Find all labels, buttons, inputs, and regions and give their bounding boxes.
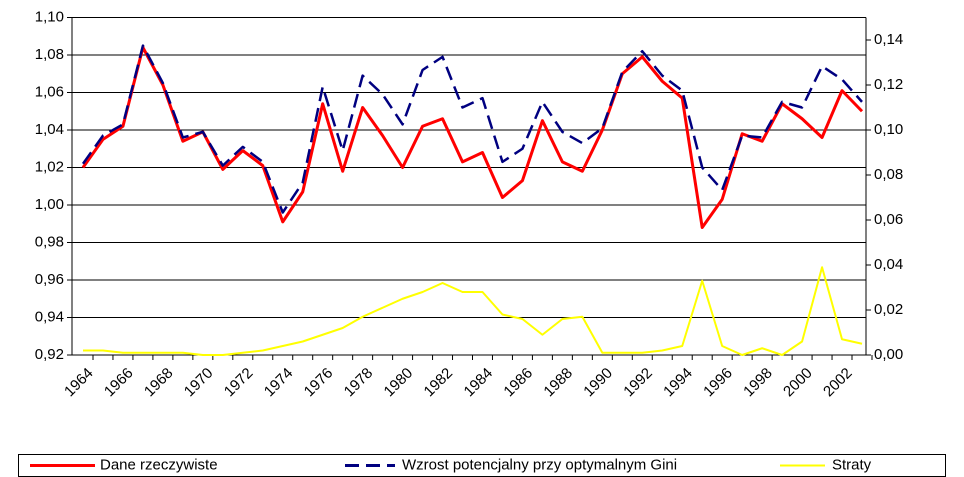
y-tick-label: 1,00 [35,196,64,213]
x-tick-label: 1976 [301,365,337,401]
y-tick-label: 1,02 [35,158,64,175]
x-tick-label: 1998 [740,365,776,401]
legend-label: Dane rzeczywiste [100,456,218,473]
y-tick-label: 1,04 [35,121,64,138]
y-tick-label: 0,92 [35,346,64,363]
x-tick-label: 1990 [580,365,616,401]
x-tick-label: 1964 [61,365,97,401]
y-tick-label: 0,98 [35,233,64,250]
x-tick-label: 1982 [421,365,457,401]
x-tick-label: 1974 [261,365,297,401]
legend-label: Straty [832,456,872,473]
series-line [83,266,863,356]
series-line [81,46,864,229]
y2-tick-label: 0,06 [874,211,903,228]
x-tick-label: 1984 [461,365,497,401]
x-tick-label: 2002 [820,365,856,401]
legend-label: Wzrost potencjalny przy optymalnym Gini [402,456,677,473]
x-tick-label: 1988 [540,365,576,401]
y2-tick-label: 0,04 [874,256,903,273]
x-tick-label: 1996 [700,365,736,401]
x-tick-label: 1966 [101,365,137,401]
x-tick-label: 1980 [381,365,417,401]
y2-tick-label: 0,12 [874,76,903,93]
x-tick-label: 1994 [660,365,696,401]
series-line [81,44,863,214]
y2-tick-label: 0,08 [874,166,903,183]
y2-tick-label: 0,02 [874,301,903,318]
y-tick-label: 0,96 [35,271,64,288]
x-tick-label: 1972 [221,365,257,401]
x-tick-label: 1992 [620,365,656,401]
y-tick-label: 1,06 [35,83,64,100]
y-tick-label: 1,10 [35,8,64,25]
x-tick-label: 1978 [341,365,377,401]
y-tick-label: 0,94 [35,308,64,325]
x-tick-label: 2000 [780,365,816,401]
x-tick-label: 1986 [500,365,536,401]
x-tick-label: 1968 [141,365,177,401]
y2-tick-label: 0,00 [874,346,903,363]
y2-tick-label: 0,10 [874,121,903,138]
y2-tick-label: 0,14 [874,31,903,48]
y-tick-label: 1,08 [35,46,64,63]
x-tick-label: 1970 [181,365,217,401]
